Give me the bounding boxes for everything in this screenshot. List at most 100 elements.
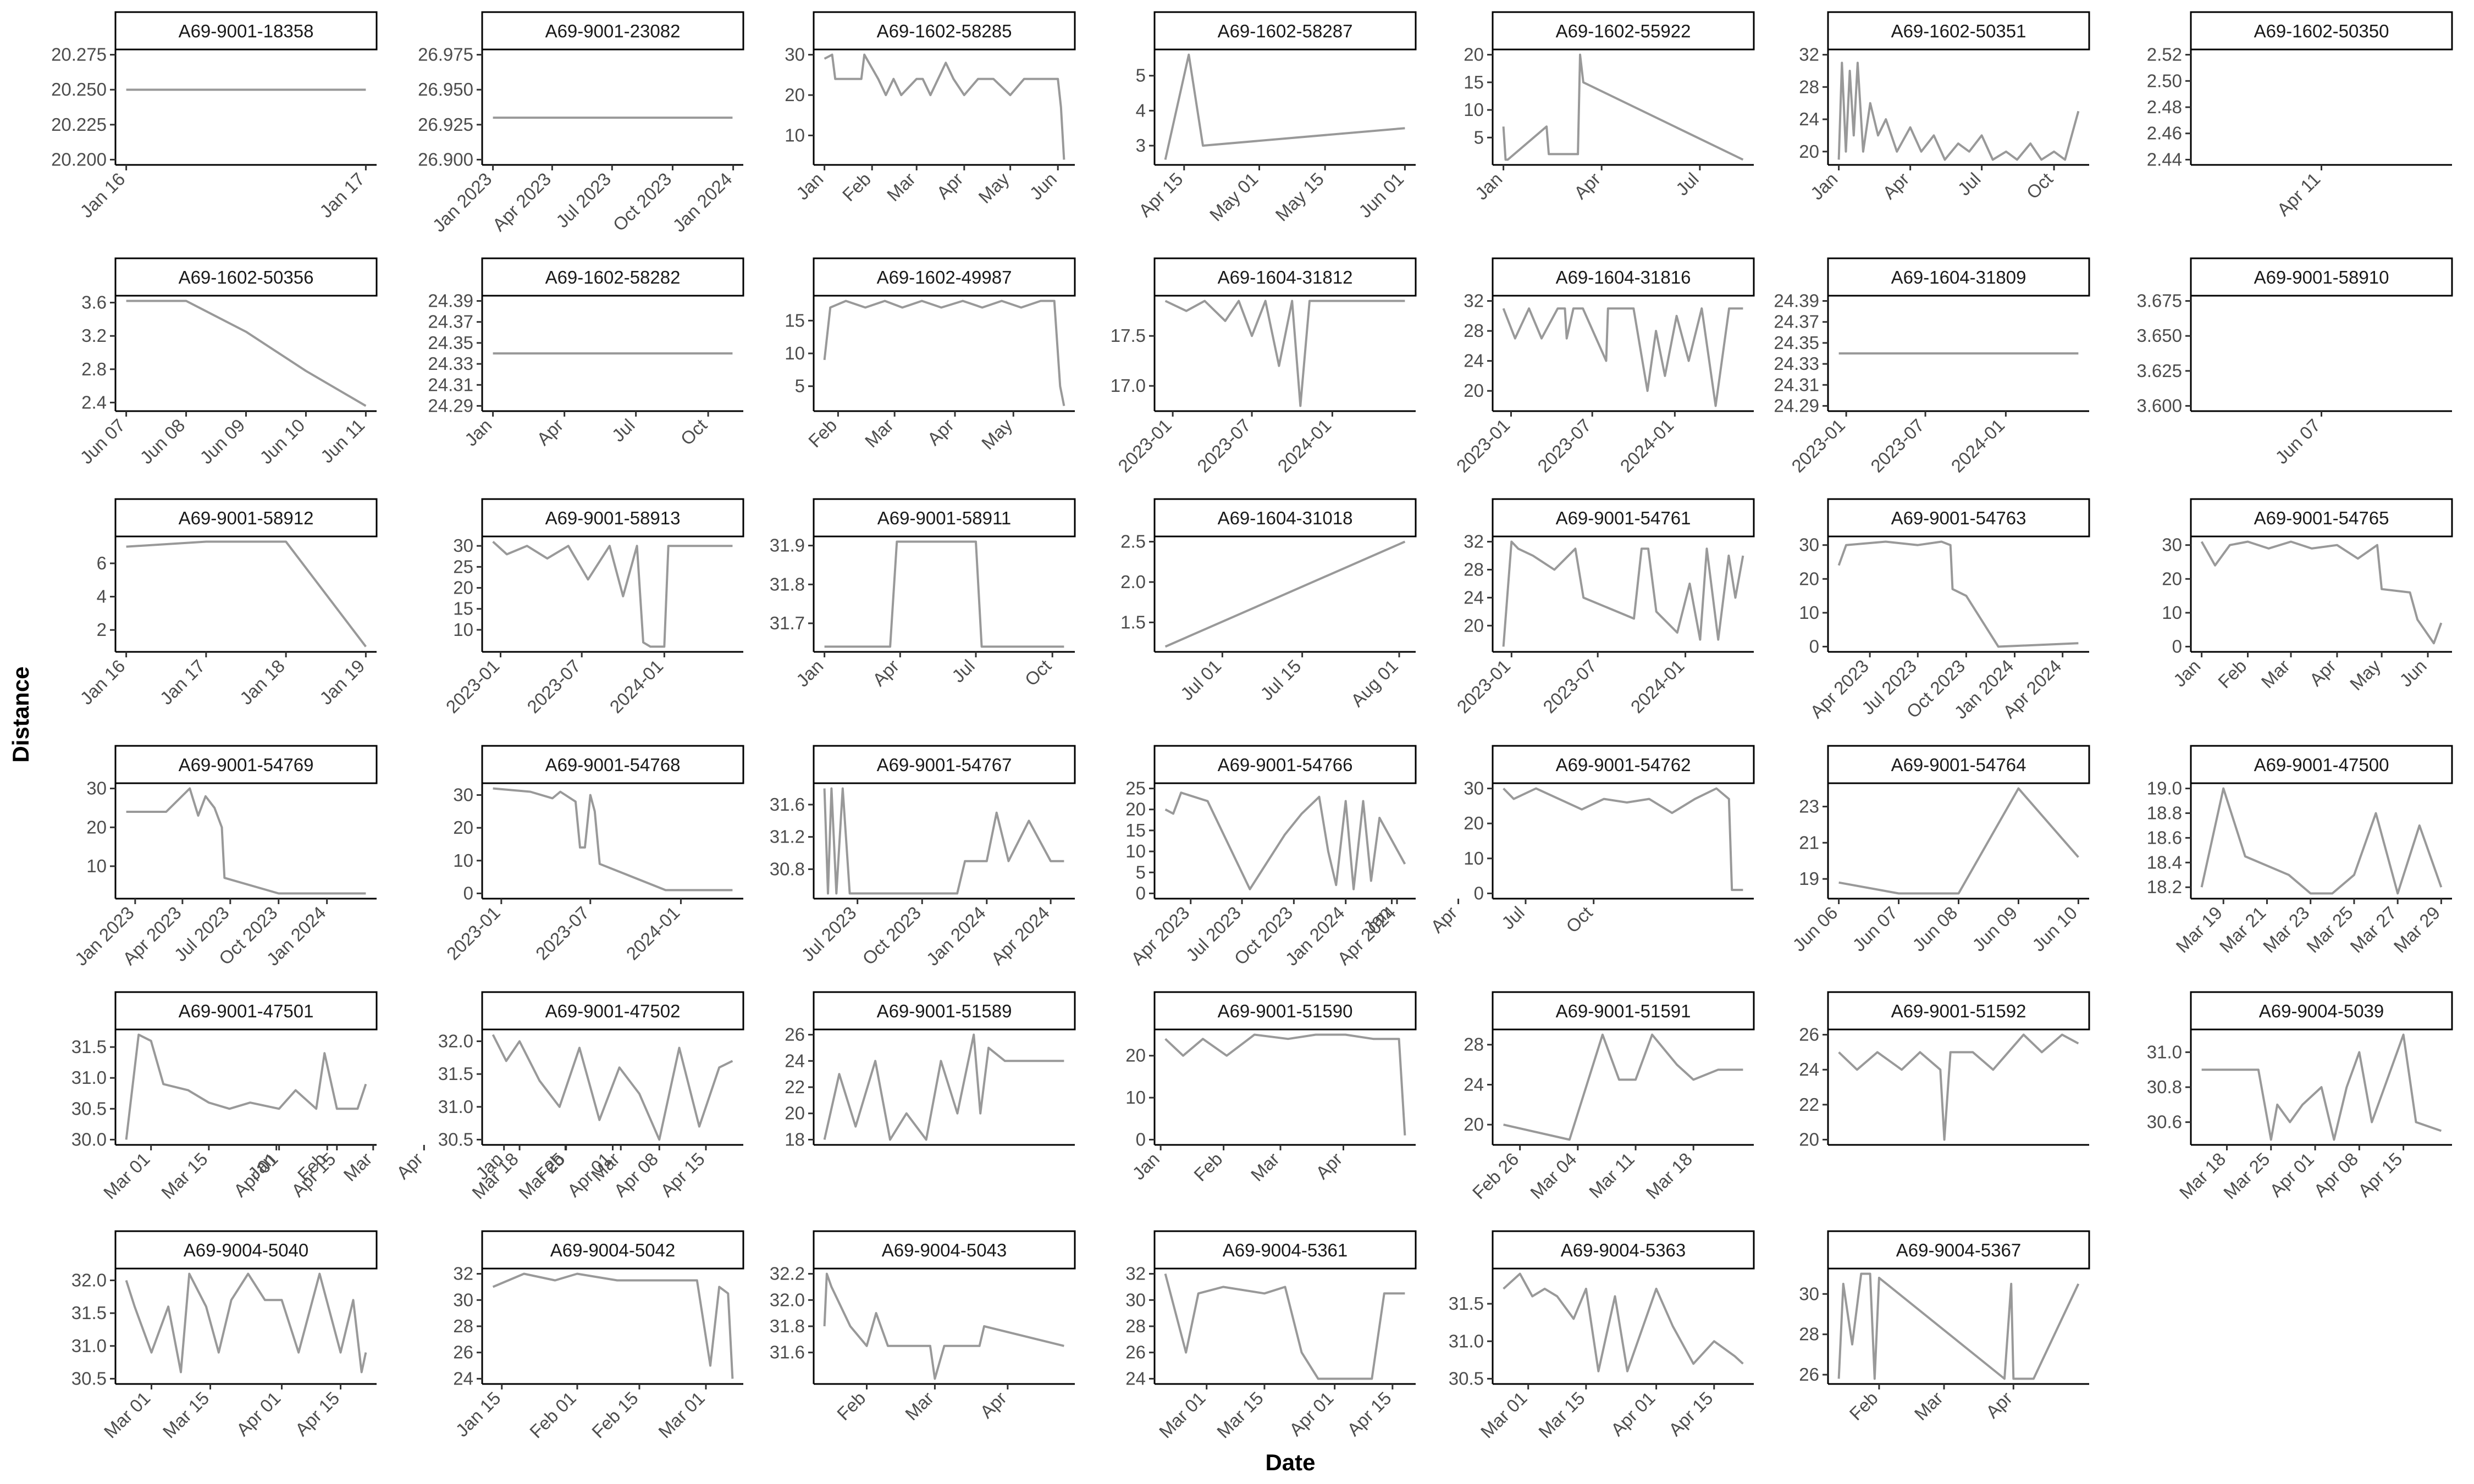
facet-panel: A69-9001-47500 18.2 18.4 18.6 18.8 19.0 Mar 19… bbox=[2147, 745, 2453, 957]
y-tick-label: 30 bbox=[1799, 1283, 1819, 1304]
y-tick-label: 24.31 bbox=[428, 374, 473, 395]
x-tick-label: Jul 01 bbox=[1177, 656, 1225, 704]
x-tick-label: Jun 08 bbox=[1908, 902, 1961, 955]
facet-title: A69-1602-49987 bbox=[877, 267, 1012, 287]
y-tick-label: 24.33 bbox=[428, 353, 473, 374]
y-tick-label: 31.0 bbox=[2147, 1042, 2182, 1062]
y-tick-label: 25 bbox=[453, 556, 473, 577]
y-tick-label: 24.29 bbox=[1774, 395, 1819, 416]
x-tick-label: Jan bbox=[792, 656, 827, 691]
x-tick-label: Mar 29 bbox=[2390, 902, 2444, 957]
y-tick-label: 30 bbox=[1799, 535, 1819, 555]
facet-panel: A69-9004-5363 30.5 31.0 31.5 Mar 01 Mar 15 Apr… bbox=[1449, 1230, 1755, 1442]
y-tick-label: 20 bbox=[1464, 1114, 1484, 1134]
x-tick-label: Mar bbox=[1910, 1388, 1947, 1424]
x-tick-label: Jun 07 bbox=[76, 415, 129, 468]
x-tick-label: Jul 2023 bbox=[797, 902, 860, 965]
y-tick-label: 28 bbox=[1464, 320, 1484, 341]
y-tick-label: 30 bbox=[1125, 1289, 1146, 1310]
facet-title: A69-9001-51590 bbox=[1218, 1001, 1353, 1021]
y-tick-label: 24.39 bbox=[428, 291, 473, 311]
x-tick-label: Apr 2023 bbox=[488, 169, 555, 235]
facet-strip bbox=[1827, 1230, 2090, 1270]
y-tick-label: 31.2 bbox=[770, 827, 805, 847]
y-tick-label: 31.6 bbox=[770, 1342, 805, 1363]
series-line bbox=[1164, 53, 1405, 160]
facet-panel: A69-1602-58285 10 20 30 Jan Feb Mar Apr May Jun bbox=[785, 11, 1076, 207]
facet-panel: A69-9004-5042 24 26 28 30 32 Jan 15 Feb 01 Feb 1… bbox=[451, 1230, 744, 1442]
x-tick-label: Mar bbox=[901, 1388, 937, 1424]
y-tick-label: 30.5 bbox=[1449, 1368, 1484, 1388]
x-tick-label: Apr bbox=[1312, 1149, 1346, 1183]
facet-strip bbox=[481, 257, 744, 297]
series-line bbox=[1164, 1033, 1406, 1136]
x-tick-label: Feb bbox=[804, 415, 841, 451]
y-tick-label: 10 bbox=[1464, 848, 1484, 868]
x-tick-label: 2024-01 bbox=[1627, 656, 1688, 717]
facet-strip bbox=[1492, 991, 1755, 1031]
y-tick-label: 20.225 bbox=[51, 114, 107, 135]
facet-panel: A69-1604-31812 17.0 17.5 2023-01 2023-07 2024… bbox=[1111, 257, 1417, 477]
x-tick-label: Jun 10 bbox=[2028, 902, 2081, 955]
y-tick-label: 32 bbox=[1464, 291, 1484, 311]
facet-panel: A69-9001-18358 20.200 20.225 20.250 20.275 Ja… bbox=[51, 11, 378, 222]
y-tick-label: 2.46 bbox=[2147, 123, 2182, 143]
facet-strip bbox=[481, 498, 744, 538]
series-line bbox=[492, 1272, 734, 1379]
y-tick-label: 31.0 bbox=[71, 1067, 107, 1088]
y-tick-label: 20 bbox=[86, 817, 107, 837]
series-line bbox=[2200, 540, 2443, 645]
y-tick-label: 3 bbox=[1136, 135, 1146, 156]
series-line bbox=[2200, 787, 2443, 895]
x-tick-label: Jul bbox=[1672, 169, 1703, 200]
facet-strip bbox=[1153, 1230, 1417, 1270]
y-tick-label: 24 bbox=[1125, 1368, 1146, 1388]
facet-title: A69-1602-58287 bbox=[1218, 21, 1353, 41]
x-tick-label: Oct bbox=[2023, 169, 2057, 203]
y-tick-label: 10 bbox=[453, 850, 473, 871]
y-tick-label: 24.37 bbox=[428, 312, 473, 332]
series-line bbox=[1503, 1033, 1743, 1141]
y-tick-label: 24.35 bbox=[428, 333, 473, 353]
y-tick-label: 24 bbox=[1464, 1074, 1484, 1094]
y-tick-label: 26.975 bbox=[418, 45, 473, 65]
facet-panel: A69-9001-23082 26.900 26.925 26.950 26.975 Ja… bbox=[418, 11, 744, 236]
x-tick-label: Mar 27 bbox=[2346, 902, 2400, 957]
series-line bbox=[126, 787, 366, 895]
y-tick-label: 30.5 bbox=[438, 1129, 473, 1149]
facet-title: A69-9001-54767 bbox=[877, 755, 1012, 775]
x-tick-label: Mar 04 bbox=[1526, 1149, 1581, 1203]
x-tick-label: Mar 01 bbox=[100, 1149, 154, 1203]
x-tick-label: Jan 2024 bbox=[669, 169, 736, 236]
y-tick-label: 6 bbox=[97, 553, 107, 573]
x-tick-label: Jun bbox=[1025, 169, 1061, 204]
facet-title: A69-1604-31018 bbox=[1218, 508, 1353, 528]
facet-panel: A69-1602-49987 5 10 15 Feb Mar Apr May bbox=[785, 257, 1076, 453]
facet-panel: A69-9001-58910 3.600 3.625 3.650 3.675 Jun 07 bbox=[2136, 257, 2453, 468]
y-tick-label: 18.4 bbox=[2147, 852, 2182, 872]
facet-strip bbox=[813, 745, 1076, 784]
facet-strip bbox=[1153, 257, 1417, 297]
x-tick-label: Jan 18 bbox=[236, 656, 289, 708]
y-tick-label: 10 bbox=[1125, 1087, 1146, 1108]
y-tick-label: 30 bbox=[1464, 778, 1484, 799]
y-tick-label: 23 bbox=[1799, 796, 1819, 816]
y-tick-label: 24 bbox=[785, 1050, 805, 1071]
y-tick-label: 5 bbox=[1136, 65, 1146, 86]
y-tick-label: 32.0 bbox=[438, 1031, 473, 1051]
x-tick-label: May bbox=[2346, 655, 2385, 694]
y-tick-label: 20 bbox=[1464, 380, 1484, 401]
facet-panel: A69-9001-58911 31.7 31.8 31.9 Jan Apr Jul Oct bbox=[770, 498, 1076, 691]
x-tick-label: Jan bbox=[2169, 656, 2205, 691]
facet-panel: A69-9001-54761 20 24 28 32 2023-01 2023-07 2024… bbox=[1453, 498, 1755, 717]
y-tick-label: 24 bbox=[1799, 1059, 1819, 1079]
x-tick-label: Jun 07 bbox=[1848, 902, 1901, 955]
x-tick-label: 2023-01 bbox=[1453, 656, 1514, 717]
y-tick-label: 2.44 bbox=[2147, 149, 2182, 169]
facet-strip bbox=[1827, 745, 2090, 784]
x-tick-label: Jul bbox=[1498, 902, 1528, 933]
